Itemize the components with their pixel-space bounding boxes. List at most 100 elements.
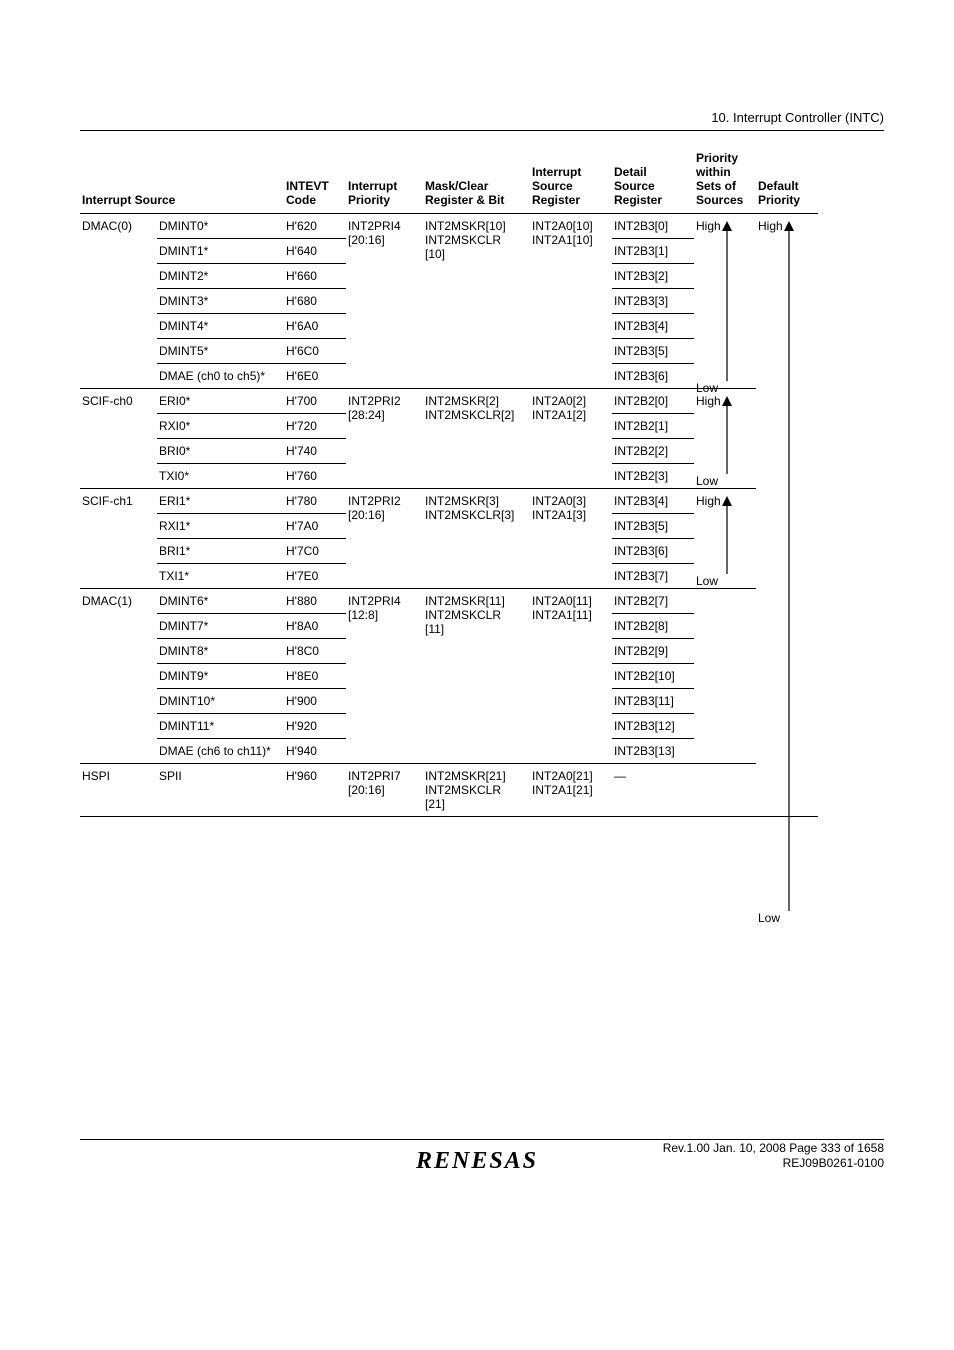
cell-intevt-code: H'6C0 — [284, 339, 346, 364]
cell-detail-reg: INT2B3[5] — [612, 514, 694, 539]
cell-priority: INT2PRI2[20:16] — [346, 489, 423, 589]
cell-priority-within: HighLow — [694, 214, 756, 389]
cell-detail-reg: INT2B2[10] — [612, 664, 694, 689]
cell-mask: INT2MSKR[21]INT2MSKCLR[21] — [423, 764, 530, 817]
cell-detail-reg: INT2B3[4] — [612, 314, 694, 339]
page-section-header: 10. Interrupt Controller (INTC) — [711, 110, 884, 125]
cell-int-name: DMINT6* — [157, 589, 284, 614]
col-intevt-code: INTEVTCode — [284, 148, 346, 214]
cell-int-name: TXI1* — [157, 564, 284, 589]
cell-int-name: RXI0* — [157, 414, 284, 439]
cell-int-name: ERI1* — [157, 489, 284, 514]
cell-group-src: DMAC(0) — [80, 214, 157, 389]
cell-intevt-code: H'680 — [284, 289, 346, 314]
cell-intevt-code: H'780 — [284, 489, 346, 514]
cell-detail-reg: INT2B2[3] — [612, 464, 694, 489]
cell-intevt-code: H'660 — [284, 264, 346, 289]
renesas-logo: RENESAS — [416, 1148, 538, 1175]
cell-detail-reg: INT2B2[1] — [612, 414, 694, 439]
cell-priority-within: HighLow — [694, 489, 756, 589]
col-interrupt-priority: InterruptPriority — [346, 148, 423, 214]
cell-intevt-code: H'8A0 — [284, 614, 346, 639]
cell-group-src: SCIF-ch0 — [80, 389, 157, 489]
cell-intevt-code: H'920 — [284, 714, 346, 739]
cell-default-priority: HighLow — [756, 214, 818, 817]
cell-intevt-code: H'880 — [284, 589, 346, 614]
cell-detail-reg: INT2B3[12] — [612, 714, 694, 739]
cell-int-name: RXI1* — [157, 514, 284, 539]
cell-mask: INT2MSKR[10]INT2MSKCLR[10] — [423, 214, 530, 389]
cell-intevt-code: H'740 — [284, 439, 346, 464]
cell-int-name: BRI0* — [157, 439, 284, 464]
cell-mask: INT2MSKR[2]INT2MSKCLR[2] — [423, 389, 530, 489]
cell-isreg: INT2A0[3]INT2A1[3] — [530, 489, 612, 589]
cell-intevt-code: H'760 — [284, 464, 346, 489]
cell-isreg: INT2A0[21]INT2A1[21] — [530, 764, 612, 817]
cell-intevt-code: H'6A0 — [284, 314, 346, 339]
cell-intevt-code: H'8C0 — [284, 639, 346, 664]
cell-int-name: DMINT2* — [157, 264, 284, 289]
cell-detail-reg: INT2B3[11] — [612, 689, 694, 714]
table-header-row: Interrupt Source INTEVTCode InterruptPri… — [80, 148, 818, 214]
cell-intevt-code: H'7A0 — [284, 514, 346, 539]
cell-detail-reg: INT2B2[7] — [612, 589, 694, 614]
cell-int-name: ERI0* — [157, 389, 284, 414]
col-mask-clear: Mask/ClearRegister & Bit — [423, 148, 530, 214]
footer-line1: Rev.1.00 Jan. 10, 2008 Page 333 of 1658 — [663, 1141, 884, 1155]
cell-priority: INT2PRI7[20:16] — [346, 764, 423, 817]
cell-int-name: DMINT3* — [157, 289, 284, 314]
cell-detail-reg: INT2B3[0] — [612, 214, 694, 239]
cell-detail-reg: INT2B3[2] — [612, 264, 694, 289]
interrupt-table: Interrupt Source INTEVTCode InterruptPri… — [80, 148, 818, 817]
cell-detail-reg: INT2B2[2] — [612, 439, 694, 464]
cell-group-src: DMAC(1) — [80, 589, 157, 764]
cell-group-src: SCIF-ch1 — [80, 489, 157, 589]
cell-group-src: HSPI — [80, 764, 157, 817]
footer-line2: REJ09B0261-0100 — [783, 1156, 884, 1170]
cell-detail-reg: INT2B3[7] — [612, 564, 694, 589]
cell-int-name: DMINT8* — [157, 639, 284, 664]
cell-isreg: INT2A0[2]INT2A1[2] — [530, 389, 612, 489]
cell-int-name: DMINT4* — [157, 314, 284, 339]
table-row: DMAC(0)DMINT0*H'620INT2PRI4[20:16]INT2MS… — [80, 214, 818, 239]
cell-detail-reg: INT2B3[6] — [612, 539, 694, 564]
col-int-src-reg: InterruptSourceRegister — [530, 148, 612, 214]
table-row: HSPISPIIH'960INT2PRI7[20:16]INT2MSKR[21]… — [80, 764, 818, 817]
cell-intevt-code: H'7C0 — [284, 539, 346, 564]
cell-int-name: DMINT5* — [157, 339, 284, 364]
cell-int-name: BRI1* — [157, 539, 284, 564]
cell-intevt-code: H'620 — [284, 214, 346, 239]
col-default-priority: DefaultPriority — [756, 148, 818, 214]
cell-int-name: DMINT9* — [157, 664, 284, 689]
header-rule — [80, 130, 884, 131]
cell-priority-within — [694, 764, 756, 817]
cell-int-name: DMAE (ch6 to ch11)* — [157, 739, 284, 764]
cell-detail-reg: INT2B3[13] — [612, 739, 694, 764]
cell-intevt-code: H'900 — [284, 689, 346, 714]
cell-int-name: TXI0* — [157, 464, 284, 489]
cell-priority: INT2PRI4[20:16] — [346, 214, 423, 389]
col-interrupt-source: Interrupt Source — [80, 148, 284, 214]
cell-intevt-code: H'7E0 — [284, 564, 346, 589]
footer-text: Rev.1.00 Jan. 10, 2008 Page 333 of 1658 … — [663, 1141, 884, 1172]
cell-int-name: DMAE (ch0 to ch5)* — [157, 364, 284, 389]
cell-priority: INT2PRI2[28:24] — [346, 389, 423, 489]
table-row: SCIF-ch1ERI1*H'780INT2PRI2[20:16]INT2MSK… — [80, 489, 818, 514]
cell-int-name: DMINT11* — [157, 714, 284, 739]
cell-detail-reg: INT2B3[5] — [612, 339, 694, 364]
cell-int-name: DMINT0* — [157, 214, 284, 239]
cell-detail-reg: INT2B2[9] — [612, 639, 694, 664]
cell-mask: INT2MSKR[11]INT2MSKCLR[11] — [423, 589, 530, 764]
cell-intevt-code: H'8E0 — [284, 664, 346, 689]
col-priority-within: PrioritywithinSets ofSources — [694, 148, 756, 214]
cell-detail-reg: INT2B3[1] — [612, 239, 694, 264]
table-row: DMAC(1)DMINT6*H'880INT2PRI4[12:8]INT2MSK… — [80, 589, 818, 614]
cell-detail-reg: INT2B3[6] — [612, 364, 694, 389]
cell-isreg: INT2A0[10]INT2A1[10] — [530, 214, 612, 389]
cell-intevt-code: H'700 — [284, 389, 346, 414]
cell-priority: INT2PRI4[12:8] — [346, 589, 423, 764]
cell-isreg: INT2A0[11]INT2A1[11] — [530, 589, 612, 764]
cell-priority-within — [694, 589, 756, 764]
cell-int-name: SPII — [157, 764, 284, 817]
cell-int-name: DMINT7* — [157, 614, 284, 639]
